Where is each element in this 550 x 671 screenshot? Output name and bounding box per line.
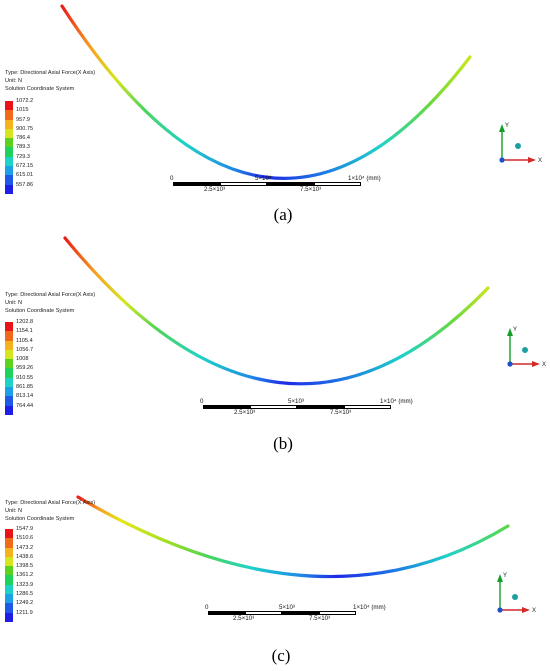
result-info: Type: Directional Axial Force(X Axis) Un… [5, 499, 95, 523]
coordinate-system: Solution Coordinate System [5, 308, 75, 314]
result-unit: Unit: N [5, 300, 23, 306]
y-axis-label: Y [513, 327, 517, 333]
x-axis-label: X [542, 362, 546, 368]
cable-curve [76, 495, 510, 579]
result-unit: Unit: N [5, 508, 23, 514]
scale-bar: 0 5×10³ 1×10⁴ (mm) 2.5×10³ 7.5×10³ [170, 175, 385, 197]
x-axis-label: X [532, 608, 536, 614]
scale-segment [250, 405, 297, 409]
scale-label-end: 1×10⁴ (mm) [380, 398, 413, 405]
y-axis-label: Y [503, 573, 507, 579]
scale-segment [344, 405, 391, 409]
scale-label-quarter: 2.5×10³ [233, 615, 255, 622]
scale-label-quarter: 2.5×10³ [234, 409, 256, 416]
coordinate-triad: Y X [499, 123, 542, 164]
scale-label-end: 1×10⁴ (mm) [348, 175, 381, 182]
scale-label-three-quarter: 7.5×10³ [300, 186, 322, 193]
result-type: Type: Directional Axial Force(X Axis) [5, 500, 96, 506]
coordinate-triad: Y X [497, 573, 536, 614]
scale-label-quarter: 2.5×10³ [204, 186, 226, 193]
scale-segment [314, 182, 361, 186]
result-type: Type: Directional Axial Force(X Axis) [5, 292, 96, 298]
result-info: Type: Directional Axial Force(X Axis) Un… [5, 291, 95, 315]
y-axis-label: Y [505, 123, 509, 129]
scale-segment [208, 611, 245, 615]
scale-label-three-quarter: 7.5×10³ [330, 409, 352, 416]
panel-caption: (c) [271, 646, 291, 665]
scale-segment [173, 182, 220, 186]
scale-bar: 0 5×10³ 1×10⁴ (mm) 2.5×10³ 7.5×10³ [200, 398, 425, 420]
scale-label-end: 1×10⁴ (mm) [353, 604, 386, 611]
scale-segment [245, 611, 282, 615]
scale-label-mid: 5×10³ [279, 604, 295, 611]
scale-bar: 0 5×10³ 1×10⁴ (mm) 2.5×10³ 7.5×10³ [205, 604, 420, 626]
scale-label-mid: 5×10³ [255, 175, 271, 182]
panel-caption: (b) [273, 434, 293, 453]
x-axis-label: X [538, 158, 542, 164]
coordinate-system: Solution Coordinate System [5, 86, 75, 92]
result-type: Type: Directional Axial Force(X Axis) [5, 70, 96, 76]
panel-caption: (a) [273, 205, 293, 224]
scale-segment [297, 405, 344, 409]
scale-label-zero: 0 [200, 398, 204, 405]
result-info: Type: Directional Axial Force(X Axis) Un… [5, 69, 95, 93]
scale-label-mid: 5×10³ [288, 398, 304, 405]
cable-curve [63, 236, 490, 386]
scale-segment [267, 182, 314, 186]
result-unit: Unit: N [5, 78, 23, 84]
cable-curve [60, 4, 472, 180]
scale-segment [220, 182, 267, 186]
panel-c: Type: Directional Axial Force(X Axis) Un… [0, 460, 550, 671]
coordinate-triad: Y X [507, 327, 546, 368]
scale-label-zero: 0 [205, 604, 209, 611]
panel-b: Type: Directional Axial Force(X Axis) Un… [0, 228, 550, 460]
scale-segment [282, 611, 319, 615]
scale-label-zero: 0 [170, 175, 174, 182]
scale-segment [319, 611, 356, 615]
panel-a: Type: Directional Axial Force(X Axis) Un… [0, 0, 550, 228]
scale-label-three-quarter: 7.5×10³ [309, 615, 331, 622]
coordinate-system: Solution Coordinate System [5, 516, 75, 522]
scale-segment [203, 405, 250, 409]
